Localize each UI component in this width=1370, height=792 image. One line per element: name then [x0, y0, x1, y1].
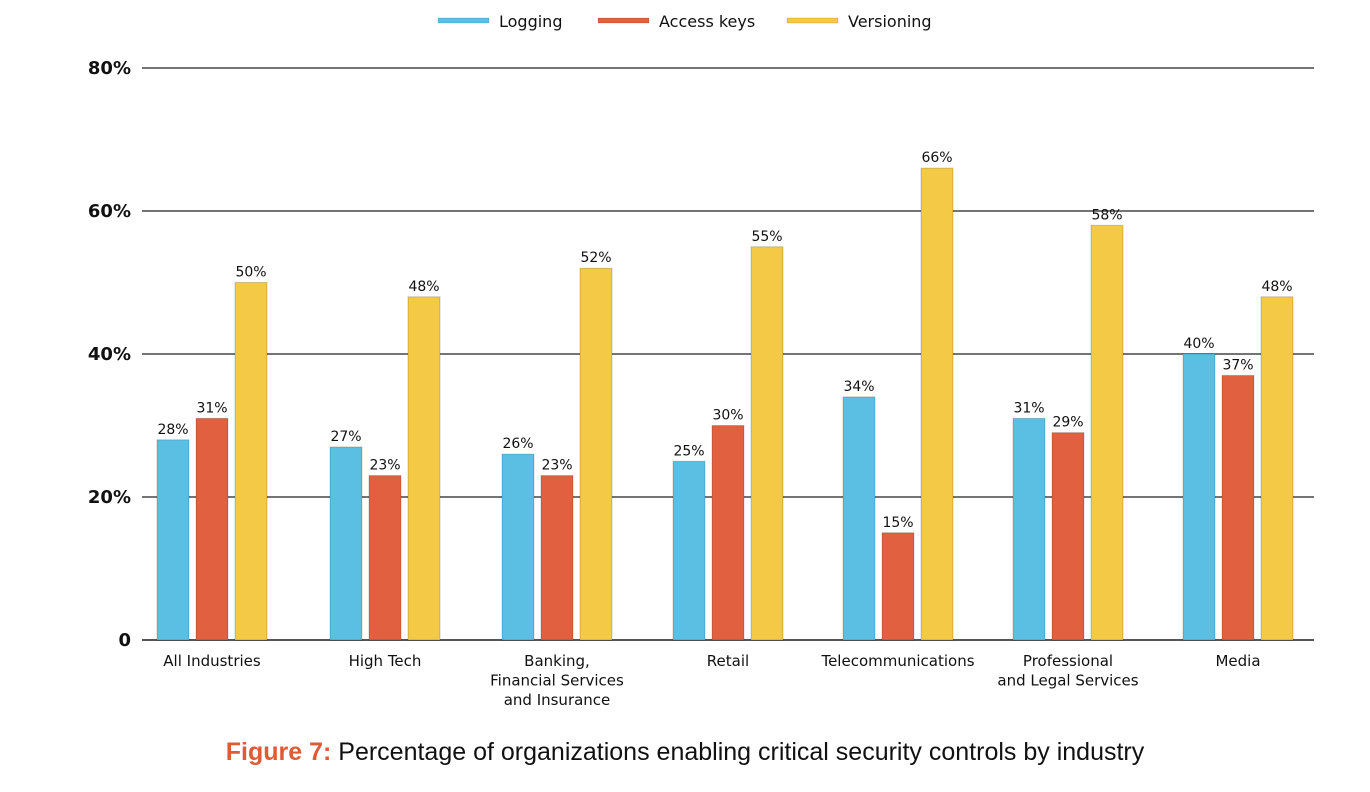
data-label: 27%	[330, 429, 361, 445]
x-category-label-line: and Legal Services	[997, 672, 1138, 690]
bar-access-keys	[1221, 374, 1255, 641]
x-category-label-line: All Industries	[163, 652, 261, 670]
legend-swatch-versioning	[786, 17, 839, 24]
x-category-label-line: Banking,	[524, 652, 590, 670]
bar-access-keys	[368, 475, 402, 641]
bar-logging	[842, 396, 876, 641]
x-category-label: Professional and Legal Services	[997, 652, 1138, 690]
data-label: 66%	[921, 150, 952, 166]
y-tick-label: 20%	[88, 487, 131, 508]
data-label: 31%	[1013, 400, 1044, 416]
bar-versioning	[579, 267, 613, 641]
legend-label: Logging	[499, 12, 562, 31]
x-category-label-line: Retail	[707, 652, 749, 670]
data-label: 31%	[196, 400, 227, 416]
bars	[156, 167, 1294, 641]
bar-access-keys	[881, 532, 915, 641]
y-tick-label: 60%	[88, 201, 131, 222]
data-label: 26%	[502, 436, 533, 452]
bar-logging	[156, 439, 190, 641]
legend: Logging Access keys Versioning	[437, 12, 932, 31]
bar-access-keys	[711, 425, 745, 641]
legend-label: Versioning	[848, 12, 932, 31]
x-category-label: Banking, Financial Services and Insurance	[490, 652, 624, 709]
y-tick-label: 80%	[88, 58, 131, 79]
data-label: 28%	[157, 422, 188, 438]
x-category-label: High Tech	[349, 652, 422, 670]
data-label: 15%	[882, 515, 913, 531]
bar-logging	[672, 460, 706, 641]
x-axis-labels: All Industries High Tech Banking, Financial…	[163, 652, 1260, 709]
data-label: 55%	[751, 229, 782, 245]
data-label: 34%	[843, 379, 874, 395]
data-label: 23%	[541, 458, 572, 474]
data-label: 40%	[1183, 336, 1214, 352]
data-label: 29%	[1052, 415, 1083, 431]
x-category-label: Media	[1215, 652, 1260, 670]
bar-access-keys	[195, 417, 229, 641]
bar-logging	[501, 453, 535, 641]
data-label: 48%	[408, 279, 439, 295]
data-label: 50%	[235, 265, 266, 281]
x-category-label: Telecommunications	[820, 652, 974, 670]
y-tick-label: 0	[118, 630, 131, 651]
bar-versioning	[407, 296, 441, 641]
x-category-label-line: Telecommunications	[820, 652, 974, 670]
bar-versioning	[750, 246, 784, 641]
data-label: 23%	[369, 458, 400, 474]
x-category-label: All Industries	[163, 652, 261, 670]
x-category-label: Retail	[707, 652, 749, 670]
bar-access-keys	[540, 475, 574, 641]
bar-access-keys	[1051, 432, 1085, 641]
data-label: 58%	[1091, 207, 1122, 223]
x-category-label-line: Media	[1215, 652, 1260, 670]
y-axis-ticks: 0 20% 40% 60% 80%	[88, 58, 131, 651]
x-category-label-line: High Tech	[349, 652, 422, 670]
bar-versioning	[920, 167, 954, 641]
x-category-label-line: Financial Services	[490, 672, 624, 690]
data-label: 52%	[580, 250, 611, 266]
legend-label: Access keys	[659, 12, 755, 31]
bar-chart: Logging Access keys Versioning 0 20% 40% 60% 8…	[88, 12, 1314, 709]
bar-versioning	[1090, 224, 1124, 641]
x-category-label-line: Professional	[1023, 652, 1113, 670]
bar-logging	[1012, 417, 1046, 641]
bar-logging	[1182, 353, 1216, 641]
bar-versioning	[234, 282, 268, 641]
y-tick-label: 40%	[88, 344, 131, 365]
data-labels: 28% 27% 26% 25% 34% 31% 40% 31% 23% 23% 30% 15% 29% 3…	[157, 150, 1292, 531]
bar-logging	[329, 446, 363, 641]
figure-caption-text: Percentage of organizations enabling cri…	[331, 738, 1145, 766]
data-label: 37%	[1222, 357, 1253, 373]
legend-swatch-access-keys	[597, 17, 650, 24]
figure-caption: Figure 7: Percentage of organizations en…	[0, 738, 1370, 767]
figure-number: Figure 7:	[225, 738, 332, 766]
data-label: 25%	[673, 443, 704, 459]
data-label: 30%	[712, 408, 743, 424]
legend-swatch-logging	[437, 17, 490, 24]
data-label: 48%	[1261, 279, 1292, 295]
bar-versioning	[1260, 296, 1294, 641]
x-category-label-line: and Insurance	[504, 691, 611, 709]
